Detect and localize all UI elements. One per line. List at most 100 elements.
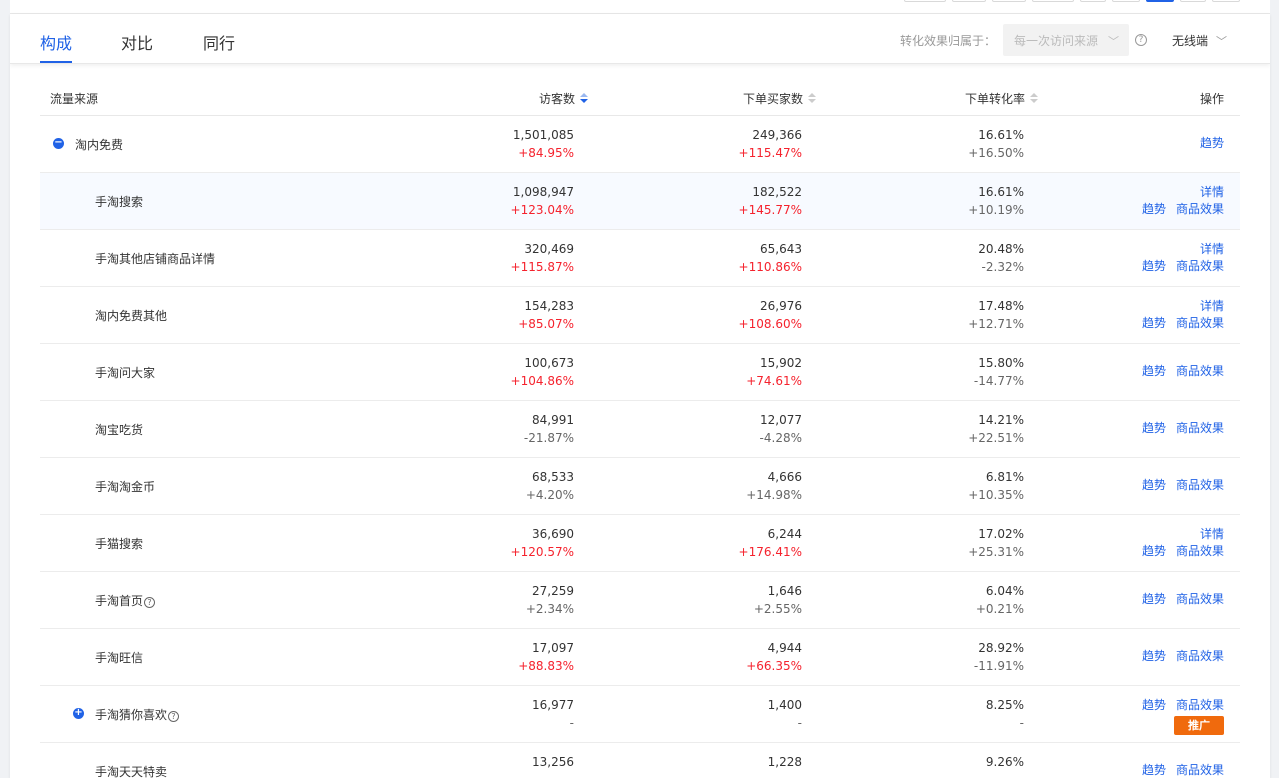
goods-effect-link[interactable]: 商品效果 bbox=[1175, 259, 1224, 273]
table-row: 手淘搜索 1,098,947 +123.04% 182,522 +145.77%… bbox=[40, 173, 1240, 230]
visitors-value: 68,533 bbox=[532, 470, 574, 484]
pager-button[interactable] bbox=[992, 0, 1026, 2]
trend-link[interactable]: 趋势 bbox=[1199, 136, 1224, 150]
detail-link[interactable]: 详情 bbox=[1199, 185, 1224, 199]
column-header-buyers-label: 下单买家数 bbox=[742, 92, 803, 106]
source-name: 手淘猜你喜欢? bbox=[95, 706, 180, 723]
rate-value: 14.21% bbox=[978, 413, 1024, 427]
sort-icon[interactable] bbox=[1030, 93, 1038, 105]
attribution-select: 每一次访问来源 ﹀ bbox=[1003, 24, 1129, 56]
visitors-cell: 68,533 +4.20% bbox=[526, 468, 574, 504]
trend-link[interactable]: 趋势 bbox=[1141, 649, 1166, 663]
rate-delta: +10.35% bbox=[968, 488, 1024, 502]
column-header-ops: 操作 bbox=[1199, 92, 1224, 106]
detail-link[interactable]: 详情 bbox=[1199, 299, 1224, 313]
trend-link[interactable]: 趋势 bbox=[1141, 421, 1166, 435]
collapse-icon[interactable]: − bbox=[53, 137, 64, 149]
table-row: 手淘天天特卖 13,256 1,228 9.26% 趋势 商品效果 bbox=[40, 743, 1240, 778]
buyers-delta: -4.28% bbox=[759, 431, 802, 445]
help-icon[interactable]: ? bbox=[168, 711, 180, 722]
device-select[interactable]: 无线端 ﹀ bbox=[1172, 32, 1227, 49]
goods-effect-link[interactable]: 商品效果 bbox=[1175, 478, 1224, 492]
buyers-delta: +2.55% bbox=[753, 602, 802, 616]
visitors-cell: 320,469 +115.87% bbox=[511, 240, 574, 276]
buyers-delta: +115.47% bbox=[738, 146, 802, 160]
column-header-visitors-label: 访客数 bbox=[538, 92, 575, 106]
buyers-cell: 4,666 +14.98% bbox=[746, 468, 802, 504]
trend-link[interactable]: 趋势 bbox=[1141, 592, 1166, 606]
rate-value: 16.61% bbox=[978, 128, 1024, 142]
row-actions: 详情趋势 商品效果 bbox=[1132, 184, 1224, 218]
help-icon[interactable]: ? bbox=[144, 597, 156, 608]
trend-link[interactable]: 趋势 bbox=[1141, 364, 1166, 378]
trend-link[interactable]: 趋势 bbox=[1141, 544, 1166, 558]
pager-button[interactable] bbox=[904, 0, 946, 2]
goods-effect-link[interactable]: 商品效果 bbox=[1175, 698, 1224, 712]
visitors-value: 100,673 bbox=[524, 356, 574, 370]
source-name-label: 手淘旺信 bbox=[95, 651, 144, 665]
expand-icon[interactable]: + bbox=[73, 707, 84, 719]
help-icon[interactable]: ? bbox=[1135, 34, 1147, 46]
source-name: 淘内免费其他 bbox=[95, 307, 167, 324]
goods-effect-link[interactable]: 商品效果 bbox=[1175, 316, 1224, 330]
source-name: 手淘淘金币 bbox=[95, 478, 155, 495]
traffic-source-table: 流量来源 访客数 下单买家数 下单转化率 操作 − 淘内免费 1,501,085 … bbox=[40, 82, 1240, 778]
goods-effect-link[interactable]: 商品效果 bbox=[1175, 421, 1224, 435]
goods-effect-link[interactable]: 商品效果 bbox=[1175, 649, 1224, 663]
rate-value: 6.04% bbox=[985, 584, 1024, 598]
source-name: 淘内免费 bbox=[75, 136, 123, 153]
rate-cell: 9.26% bbox=[986, 753, 1024, 771]
tab-composition[interactable]: 构成 bbox=[40, 34, 73, 53]
promote-button[interactable]: 推广 bbox=[1174, 716, 1224, 735]
detail-link[interactable]: 详情 bbox=[1199, 527, 1224, 541]
buyers-cell: 4,944 +66.35% bbox=[746, 639, 802, 675]
detail-link[interactable]: 详情 bbox=[1199, 242, 1224, 256]
tab-peers[interactable]: 同行 bbox=[203, 34, 236, 53]
source-name-label: 手淘首页 bbox=[95, 594, 144, 608]
goods-effect-link[interactable]: 商品效果 bbox=[1175, 763, 1224, 777]
buyers-delta: +14.98% bbox=[746, 488, 802, 502]
visitors-delta: +2.34% bbox=[525, 602, 574, 616]
buyers-delta: +176.41% bbox=[738, 545, 802, 559]
tab-compare[interactable]: 对比 bbox=[121, 34, 154, 53]
goods-effect-link[interactable]: 商品效果 bbox=[1175, 202, 1224, 216]
rate-delta: +25.31% bbox=[968, 545, 1024, 559]
pager-button[interactable] bbox=[1080, 0, 1106, 2]
rate-cell: 6.81% +10.35% bbox=[968, 468, 1024, 504]
goods-effect-link[interactable]: 商品效果 bbox=[1175, 364, 1224, 378]
trend-link[interactable]: 趋势 bbox=[1141, 698, 1166, 712]
visitors-value: 36,690 bbox=[532, 527, 574, 541]
rate-delta: -14.77% bbox=[973, 374, 1024, 388]
trend-link[interactable]: 趋势 bbox=[1141, 478, 1166, 492]
rate-value: 15.80% bbox=[978, 356, 1024, 370]
goods-effect-link[interactable]: 商品效果 bbox=[1175, 592, 1224, 606]
row-actions: 详情趋势 商品效果 bbox=[1132, 526, 1224, 560]
column-header-rate[interactable]: 下单转化率 bbox=[965, 90, 1038, 107]
column-header-buyers[interactable]: 下单买家数 bbox=[743, 90, 816, 107]
sort-icon[interactable] bbox=[808, 93, 816, 105]
goods-effect-link[interactable]: 商品效果 bbox=[1175, 544, 1224, 558]
pager-button[interactable] bbox=[1112, 0, 1140, 2]
tab-bar: 构成 对比 同行 转化效果归属于： 每一次访问来源 ﹀ ? 无线端 ﹀ bbox=[10, 14, 1270, 64]
source-name: 手淘问大家 bbox=[95, 364, 155, 381]
pager-button[interactable] bbox=[1032, 0, 1074, 2]
trend-link[interactable]: 趋势 bbox=[1141, 316, 1166, 330]
buyers-delta: +66.35% bbox=[746, 659, 802, 673]
buyers-value: 182,522 bbox=[752, 185, 802, 199]
pager-button-active[interactable] bbox=[1146, 0, 1174, 2]
pager-button[interactable] bbox=[952, 0, 986, 2]
buyers-value: 12,077 bbox=[760, 413, 802, 427]
source-name: 手淘旺信 bbox=[95, 649, 143, 666]
trend-link[interactable]: 趋势 bbox=[1141, 259, 1166, 273]
visitors-cell: 16,977 - bbox=[532, 696, 574, 732]
source-name-label: 手猫搜索 bbox=[95, 537, 144, 551]
sort-desc-icon[interactable] bbox=[580, 93, 588, 105]
pager-button[interactable] bbox=[1212, 0, 1240, 2]
trend-link[interactable]: 趋势 bbox=[1141, 763, 1166, 777]
pager-button[interactable] bbox=[1180, 0, 1206, 2]
rate-value: 16.61% bbox=[978, 185, 1024, 199]
trend-link[interactable]: 趋势 bbox=[1141, 202, 1166, 216]
buyers-value: 4,944 bbox=[767, 641, 802, 655]
column-header-visitors[interactable]: 访客数 bbox=[539, 90, 588, 107]
buyers-delta: +110.86% bbox=[738, 260, 802, 274]
